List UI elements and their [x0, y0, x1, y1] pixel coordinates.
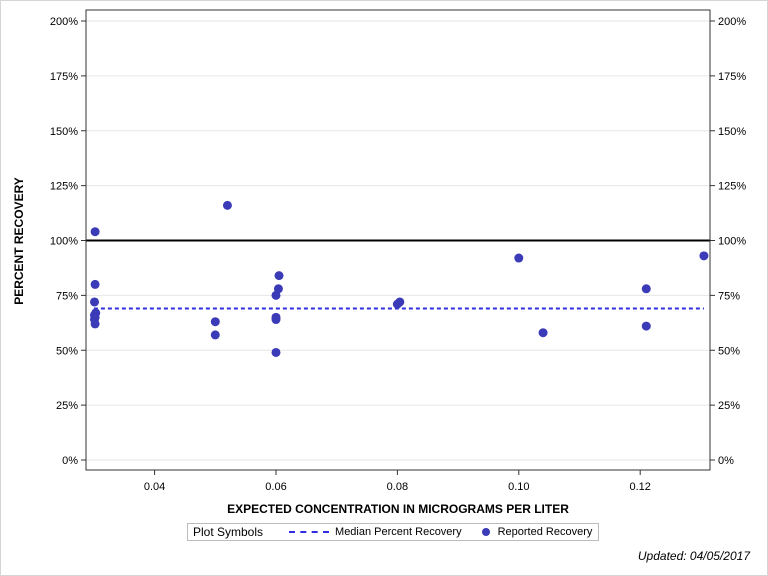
- data-point: [90, 279, 100, 289]
- data-point: [641, 321, 651, 331]
- data-point: [89, 297, 99, 307]
- y-tick-label-right: 50%: [718, 345, 740, 357]
- legend-label-reported: Reported Recovery: [497, 526, 593, 538]
- data-point: [271, 347, 281, 357]
- circle-marker-icon: [481, 528, 490, 536]
- legend-entry-median: Median Percent Recovery: [289, 526, 462, 538]
- y-tick-label-right: 200%: [718, 16, 746, 28]
- data-point: [271, 290, 281, 300]
- y-tick-label-right: 125%: [718, 181, 746, 193]
- data-point: [699, 251, 709, 261]
- axes: 0% 0% 25% 25% 50% 50% 75% 75% 100% 100% 125% 125% 15…: [50, 9, 746, 493]
- data-point: [271, 315, 281, 325]
- dashed-line-swatch-icon: [289, 531, 330, 533]
- data-point: [395, 297, 405, 307]
- y-tick-label-left: 100%: [50, 236, 78, 248]
- y-tick-label-right: 75%: [718, 290, 740, 302]
- y-tick-label-left: 200%: [50, 16, 78, 28]
- updated-date: Updated: 04/05/2017: [637, 549, 750, 563]
- x-axis-title: EXPECTED CONCENTRATION IN MICROGRAMS PER…: [227, 502, 569, 516]
- data-point: [90, 319, 100, 329]
- data-point: [274, 271, 284, 281]
- legend: Plot Symbols Median Percent Recovery Rep…: [187, 523, 600, 541]
- data-point: [210, 330, 220, 340]
- y-tick-label-left: 125%: [50, 181, 78, 193]
- x-tick-label: 0.08: [387, 481, 408, 493]
- y-tick-label-right: 175%: [718, 71, 746, 83]
- x-tick-label: 0.10: [508, 481, 529, 493]
- data-point: [641, 284, 651, 294]
- y-tick-label-left: 50%: [56, 345, 78, 357]
- y-tick-label-right: 100%: [718, 236, 746, 248]
- y-axis-title: PERCENT RECOVERY: [12, 177, 26, 305]
- x-tick-label: 0.04: [144, 481, 165, 493]
- y-tick-label-right: 150%: [718, 126, 746, 138]
- legend-title: Plot Symbols: [193, 525, 264, 539]
- data-points: [89, 200, 709, 357]
- data-point: [222, 200, 232, 210]
- data-point: [90, 227, 100, 237]
- legend-label-median: Median Percent Recovery: [335, 526, 462, 538]
- y-tick-label-left: 175%: [50, 71, 78, 83]
- legend-entry-reported: Reported Recovery: [478, 526, 593, 538]
- x-tick-label: 0.12: [629, 481, 650, 493]
- data-point: [210, 317, 220, 327]
- y-tick-label-right: 25%: [718, 400, 740, 412]
- data-point: [538, 328, 548, 338]
- y-tick-label-right: 0%: [718, 455, 734, 467]
- plot-area-border: [85, 9, 711, 471]
- data-point: [514, 253, 524, 263]
- y-tick-label-left: 0%: [62, 455, 78, 467]
- y-tick-label-left: 75%: [56, 290, 78, 302]
- x-tick-label: 0.06: [265, 481, 286, 493]
- y-tick-label-left: 150%: [50, 126, 78, 138]
- y-tick-label-left: 25%: [56, 400, 78, 412]
- reference-lines: [86, 239, 710, 310]
